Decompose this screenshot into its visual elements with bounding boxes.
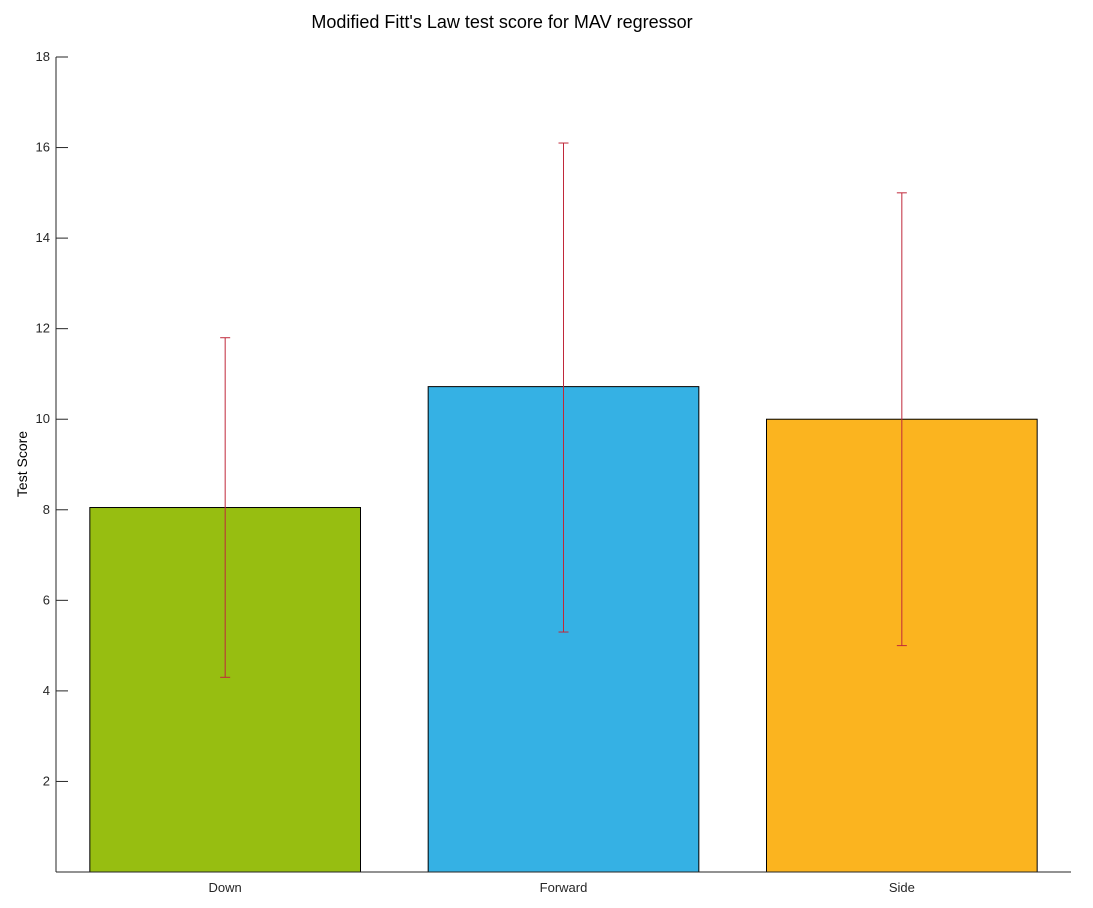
y-tick-label: 8 bbox=[43, 502, 50, 517]
error-bar-side bbox=[896, 192, 907, 647]
error-bar-forward bbox=[558, 142, 569, 633]
x-tick-label-forward: Forward bbox=[540, 880, 588, 895]
axes-group bbox=[55, 57, 1071, 873]
error-bars-group bbox=[220, 142, 907, 678]
x-tick-label-down: Down bbox=[209, 880, 242, 895]
y-tick-label: 6 bbox=[43, 592, 50, 607]
error-bar-down bbox=[220, 337, 231, 678]
y-tick-label: 2 bbox=[43, 773, 50, 788]
chart-title: Modified Fitt's Law test score for MAV r… bbox=[311, 12, 692, 32]
y-tick-label: 16 bbox=[36, 140, 50, 155]
y-tick-label: 10 bbox=[36, 411, 50, 426]
y-tick-label: 14 bbox=[36, 230, 50, 245]
x-tick-label-side: Side bbox=[889, 880, 915, 895]
y-tick-label: 12 bbox=[36, 321, 50, 336]
x-ticks-group: Down Forward Side bbox=[209, 880, 915, 895]
y-ticks-group: 2 4 6 8 10 12 14 16 18 bbox=[36, 49, 68, 788]
y-axis-label: Test Score bbox=[14, 431, 30, 497]
y-tick-label: 18 bbox=[36, 49, 50, 64]
y-tick-label: 4 bbox=[43, 683, 50, 698]
